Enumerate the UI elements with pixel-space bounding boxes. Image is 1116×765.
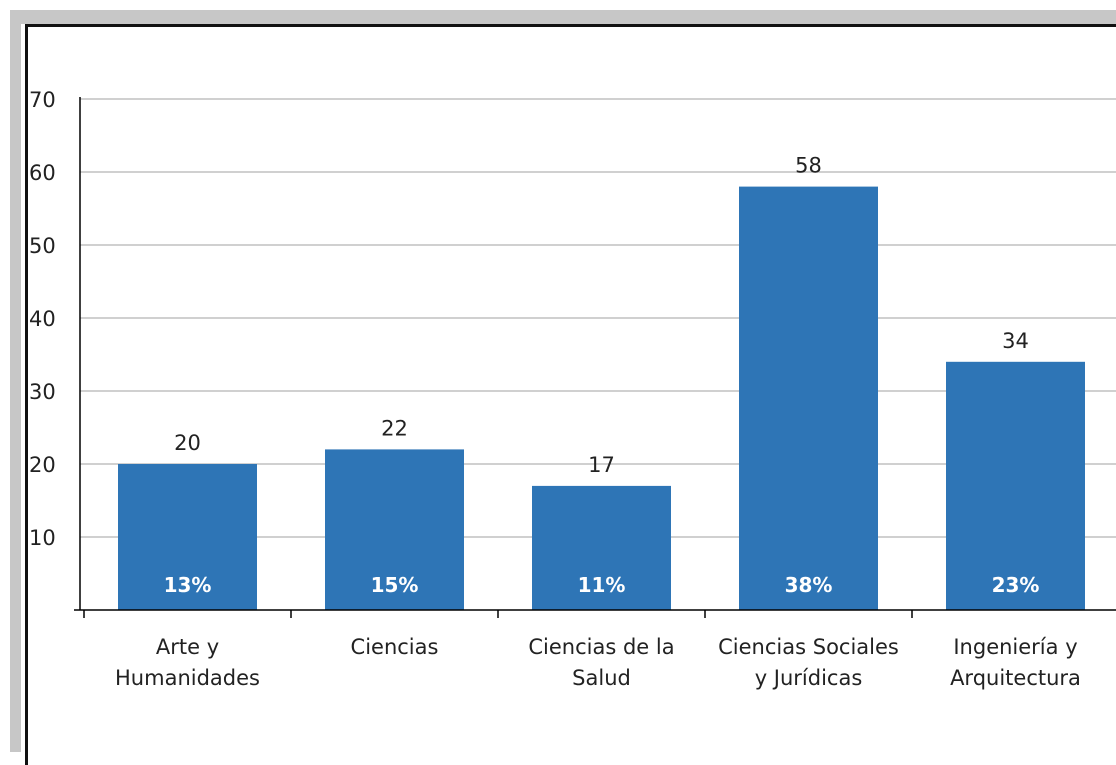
y-tick-label: 70 — [29, 88, 56, 112]
chart-panel — [21, 24, 1116, 752]
percent-label: 11% — [578, 573, 626, 597]
y-tick-label: 10 — [29, 526, 56, 550]
x-tick-label: Arte y — [156, 635, 219, 659]
panel-border-top — [25, 24, 1116, 27]
percent-label: 15% — [371, 573, 419, 597]
window-frame-top — [10, 10, 1116, 24]
percent-label: 38% — [785, 573, 833, 597]
x-tick-label: Ciencias Sociales — [718, 635, 899, 659]
data-label: 17 — [588, 453, 615, 477]
bar — [325, 449, 464, 610]
y-tick-label: 20 — [29, 453, 56, 477]
y-tick-label: 30 — [29, 380, 56, 404]
data-label: 20 — [174, 431, 201, 455]
window-frame-left — [10, 10, 21, 752]
bar — [532, 485, 671, 610]
y-tick-label: 60 — [29, 161, 56, 185]
data-label: 34 — [1002, 329, 1029, 353]
bar — [739, 186, 878, 610]
data-label: 58 — [795, 154, 822, 178]
x-tick-label: Ciencias de la — [528, 635, 674, 659]
x-tick-label: Ingeniería y — [953, 635, 1077, 659]
x-tick-label: Arquitectura — [950, 666, 1081, 690]
panel-border-left — [25, 24, 28, 765]
bar — [118, 464, 257, 610]
y-tick-label: 40 — [29, 307, 56, 331]
x-tick-label: y Jurídicas — [755, 666, 863, 690]
y-tick-label: 50 — [29, 234, 56, 258]
percent-label: 13% — [164, 573, 212, 597]
x-tick-label: Salud — [572, 666, 631, 690]
x-tick-label: Ciencias — [351, 635, 439, 659]
percent-label: 23% — [992, 573, 1040, 597]
data-label: 22 — [381, 416, 408, 440]
x-tick-label: Humanidades — [115, 666, 260, 690]
bar — [946, 361, 1085, 610]
